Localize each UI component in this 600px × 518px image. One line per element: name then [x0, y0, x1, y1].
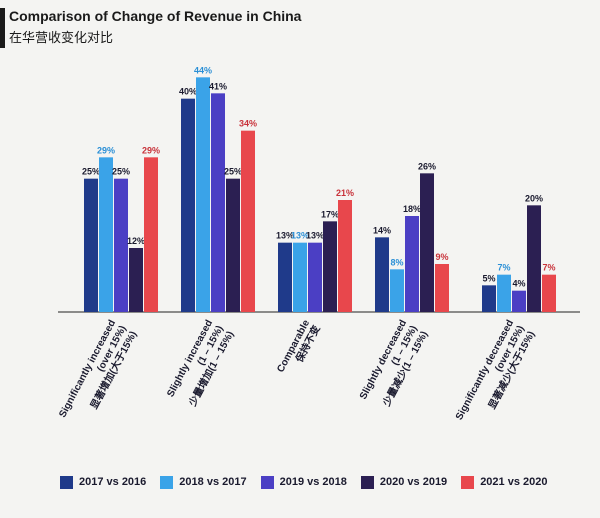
value-label-4-series-3: 18%	[403, 204, 421, 214]
value-label-2-series-5: 34%	[239, 119, 257, 129]
legend-item-5: 2021 vs 2020	[461, 475, 548, 489]
legend-swatch	[260, 475, 274, 489]
bar-1-series-5	[144, 157, 158, 312]
bar-4-series-5	[435, 264, 449, 312]
value-label-1-series-2: 29%	[97, 145, 115, 155]
legend-label: 2017 vs 2016	[79, 476, 147, 488]
category-label-4: Slightly decreased(1 – 15%)少量减少(1 – 15%)	[358, 318, 430, 412]
bar-1-series-3	[114, 178, 128, 312]
bar-4-series-3	[405, 216, 419, 312]
bars-group: 25%29%25%12%29%40%44%41%25%34%13%13%13%1…	[82, 65, 556, 313]
value-label-5-series-1: 5%	[482, 273, 495, 283]
bar-3-series-2	[293, 242, 307, 312]
value-label-3-series-2: 13%	[291, 231, 309, 241]
legend-item-1: 2017 vs 2016	[60, 475, 147, 489]
value-label-1-series-3: 25%	[112, 167, 130, 177]
value-label-4-series-4: 26%	[418, 161, 436, 171]
value-label-4-series-2: 8%	[390, 257, 403, 267]
bar-4-series-2	[390, 269, 404, 312]
value-label-5-series-5: 7%	[542, 263, 555, 273]
value-label-3-series-4: 17%	[321, 209, 339, 219]
legend-item-4: 2020 vs 2019	[360, 475, 448, 489]
bar-2-series-4	[226, 178, 240, 312]
category-label-5: Significantly decreased(over 15%)显著减少(大于…	[454, 318, 537, 433]
category-label-1: Significantly increased(over 15%)显著增加(大于…	[57, 318, 139, 431]
bar-chart: 25%29%25%12%29%40%44%41%25%34%13%13%13%1…	[57, 65, 580, 433]
category-label-3: Comparable保持不变	[275, 318, 323, 380]
bar-3-series-1	[278, 242, 292, 312]
value-label-1-series-4: 12%	[127, 236, 145, 246]
bar-5-series-2	[497, 274, 511, 312]
value-label-2-series-3: 41%	[209, 81, 227, 91]
chart-title: Comparison of Change of Revenue in China	[9, 8, 302, 24]
value-label-2-series-4: 25%	[224, 167, 242, 177]
bar-4-series-1	[375, 237, 389, 312]
category-labels-group: Significantly increased(over 15%)显著增加(大于…	[57, 318, 537, 433]
value-label-4-series-1: 14%	[373, 225, 391, 235]
value-label-3-series-1: 13%	[276, 231, 294, 241]
legend-item-2: 2018 vs 2017	[160, 475, 247, 489]
bar-1-series-2	[99, 157, 113, 312]
value-label-5-series-3: 4%	[512, 279, 525, 289]
bar-3-series-5	[338, 200, 352, 312]
bar-2-series-3	[211, 93, 225, 312]
legend-label: 2018 vs 2017	[179, 476, 247, 488]
bar-4-series-4	[420, 173, 434, 312]
bar-5-series-1	[482, 285, 496, 312]
bar-2-series-2	[196, 77, 210, 312]
value-label-2-series-1: 40%	[179, 87, 197, 97]
bar-2-series-1	[181, 98, 195, 313]
category-label-2: Slightly increased(1 – 15%)少量增加(1 – 15%)	[165, 318, 236, 410]
value-label-5-series-4: 20%	[525, 193, 543, 203]
legend-swatch	[60, 475, 73, 489]
legend: 2017 vs 2016 2018 vs 2017 2019 vs 2018 2020…	[60, 470, 580, 494]
bar-5-series-3	[512, 290, 526, 312]
value-label-5-series-2: 7%	[497, 263, 510, 273]
bar-2-series-5	[241, 130, 255, 312]
bar-3-series-3	[308, 242, 322, 312]
value-label-4-series-5: 9%	[435, 252, 448, 262]
value-label-3-series-3: 13%	[306, 231, 324, 241]
bar-1-series-1	[84, 178, 98, 312]
legend-swatch	[461, 475, 475, 489]
legend-label: 2021 vs 2020	[480, 476, 548, 488]
title-accent-bar	[0, 8, 5, 48]
bar-3-series-4	[323, 221, 337, 312]
legend-swatch	[160, 475, 174, 489]
legend-label: 2019 vs 2018	[279, 476, 347, 488]
value-label-2-series-2: 44%	[194, 65, 212, 75]
value-label-1-series-1: 25%	[82, 167, 100, 177]
chart-subtitle: 在华营收变化对比	[9, 30, 114, 45]
bar-1-series-4	[129, 248, 143, 312]
legend-swatch	[360, 475, 374, 489]
value-label-3-series-5: 21%	[336, 188, 354, 198]
bar-5-series-5	[542, 274, 556, 312]
value-label-1-series-5: 29%	[142, 145, 160, 155]
legend-item-3: 2019 vs 2018	[260, 475, 347, 489]
legend-label: 2020 vs 2019	[379, 476, 448, 488]
bar-5-series-4	[527, 205, 541, 312]
